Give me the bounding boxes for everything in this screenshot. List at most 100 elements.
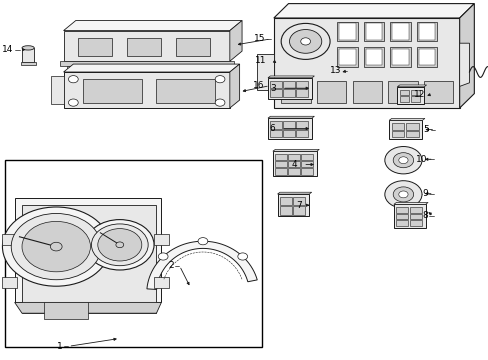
Polygon shape [395, 207, 407, 213]
Polygon shape [389, 47, 410, 67]
Polygon shape [391, 123, 404, 130]
Ellipse shape [22, 46, 34, 50]
Polygon shape [388, 118, 424, 120]
Polygon shape [277, 194, 308, 216]
Polygon shape [423, 81, 452, 103]
Polygon shape [316, 81, 346, 103]
Polygon shape [459, 4, 473, 108]
Polygon shape [2, 234, 17, 245]
Polygon shape [352, 81, 381, 103]
Circle shape [215, 76, 224, 83]
Bar [365, 49, 382, 65]
Polygon shape [275, 154, 286, 160]
Circle shape [98, 229, 142, 261]
Bar [418, 49, 434, 65]
Polygon shape [63, 64, 239, 72]
Text: 2: 2 [167, 261, 173, 270]
Polygon shape [214, 66, 225, 70]
Polygon shape [60, 61, 233, 66]
Text: 14: 14 [2, 45, 14, 54]
Polygon shape [63, 21, 242, 31]
Bar [391, 23, 408, 40]
Polygon shape [22, 205, 156, 313]
Text: 7: 7 [296, 201, 302, 210]
Circle shape [398, 157, 407, 163]
Polygon shape [405, 131, 418, 137]
Bar [339, 23, 355, 40]
Polygon shape [296, 121, 307, 129]
Circle shape [289, 30, 321, 53]
Polygon shape [459, 43, 468, 86]
Polygon shape [409, 214, 421, 219]
Polygon shape [78, 38, 112, 56]
Polygon shape [267, 116, 314, 118]
Polygon shape [293, 206, 305, 215]
Circle shape [237, 253, 247, 260]
Polygon shape [363, 22, 384, 41]
Polygon shape [416, 22, 436, 41]
Circle shape [198, 238, 207, 245]
Polygon shape [293, 197, 305, 205]
Polygon shape [272, 151, 316, 176]
Polygon shape [44, 302, 88, 319]
Circle shape [68, 76, 78, 83]
Polygon shape [288, 154, 299, 160]
Polygon shape [279, 206, 291, 215]
Polygon shape [154, 234, 168, 245]
Polygon shape [389, 22, 410, 41]
Polygon shape [270, 130, 282, 137]
Polygon shape [301, 168, 312, 175]
Polygon shape [2, 277, 17, 288]
Polygon shape [393, 202, 427, 204]
Polygon shape [15, 198, 161, 302]
Polygon shape [283, 81, 294, 88]
Polygon shape [22, 48, 34, 62]
Text: 10: 10 [415, 154, 427, 163]
Polygon shape [388, 120, 422, 139]
Text: 1: 1 [57, 342, 62, 351]
Polygon shape [277, 192, 311, 194]
Polygon shape [127, 38, 161, 56]
Circle shape [50, 242, 62, 251]
Circle shape [392, 187, 413, 202]
Polygon shape [156, 79, 215, 103]
Polygon shape [283, 130, 294, 137]
Circle shape [384, 147, 421, 174]
Text: 15: 15 [253, 34, 264, 43]
Circle shape [22, 221, 90, 272]
Polygon shape [399, 96, 408, 102]
Polygon shape [15, 302, 161, 313]
Text: 13: 13 [329, 66, 341, 75]
Polygon shape [283, 89, 294, 97]
Polygon shape [267, 76, 314, 78]
Polygon shape [270, 89, 282, 97]
Polygon shape [391, 131, 404, 137]
Circle shape [85, 220, 154, 270]
Polygon shape [399, 90, 408, 95]
Circle shape [11, 213, 101, 280]
Polygon shape [296, 89, 307, 97]
Polygon shape [267, 118, 311, 139]
Polygon shape [146, 241, 257, 289]
Polygon shape [409, 207, 421, 213]
Text: 3: 3 [270, 84, 276, 93]
Polygon shape [395, 214, 407, 219]
Bar [365, 23, 382, 40]
Polygon shape [273, 18, 459, 108]
Polygon shape [63, 72, 229, 108]
Polygon shape [395, 220, 407, 226]
Bar [391, 49, 408, 65]
Polygon shape [273, 4, 473, 18]
Polygon shape [275, 168, 286, 175]
Circle shape [68, 99, 78, 106]
Polygon shape [270, 81, 282, 88]
Polygon shape [229, 64, 239, 108]
Polygon shape [288, 161, 299, 167]
Circle shape [2, 207, 110, 286]
Polygon shape [176, 38, 210, 56]
Polygon shape [20, 62, 36, 65]
Circle shape [300, 38, 310, 45]
Polygon shape [51, 76, 63, 104]
Polygon shape [393, 204, 425, 228]
Polygon shape [229, 21, 242, 61]
